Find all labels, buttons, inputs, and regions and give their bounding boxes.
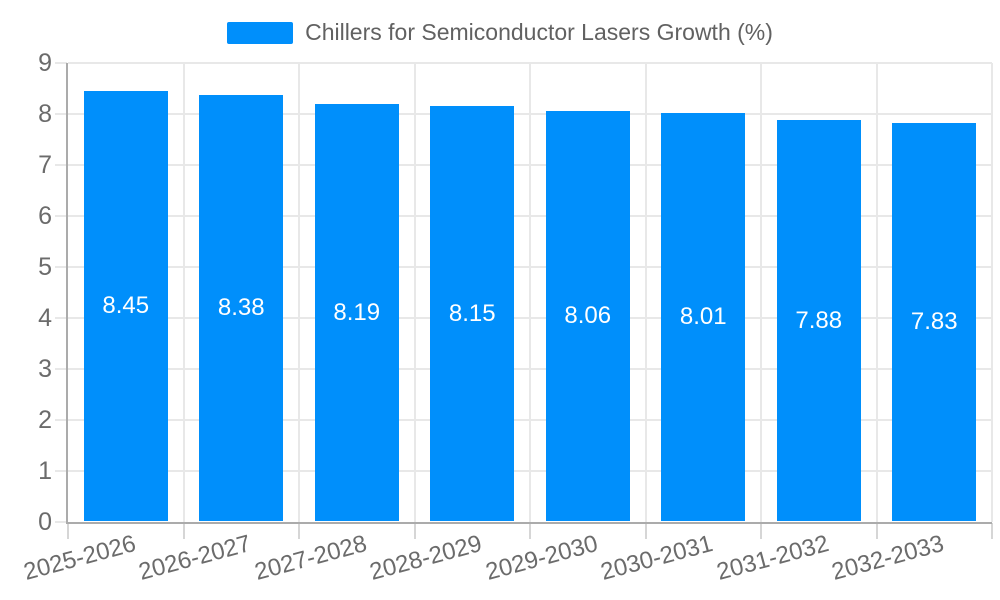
x-axis-tick <box>875 522 878 539</box>
y-axis-label: 7 <box>38 150 52 179</box>
y-axis-tick <box>55 265 67 268</box>
bar-value-label: 8.15 <box>448 299 496 327</box>
x-axis-tick <box>413 522 416 539</box>
x-axis-tick <box>991 522 993 539</box>
x-axis-tick <box>644 522 647 539</box>
bar-value-label: 8.38 <box>217 294 265 322</box>
gridline-vertical <box>298 63 300 522</box>
gridline-vertical <box>991 63 993 522</box>
y-axis-tick <box>55 214 67 217</box>
bar-value-label: 7.83 <box>910 308 958 336</box>
gridline-vertical <box>413 63 416 522</box>
bar[interactable] <box>83 91 168 522</box>
legend[interactable]: Chillers for Semiconductor Lasers Growth… <box>0 19 1000 46</box>
x-axis-label-text: 2025-2026 <box>20 529 139 586</box>
y-axis-line <box>66 63 68 524</box>
y-axis-label: 5 <box>38 252 52 281</box>
bar[interactable] <box>199 94 284 522</box>
gridline-vertical <box>875 63 878 522</box>
x-axis-tick <box>760 522 762 539</box>
gridline-vertical <box>760 63 762 522</box>
bar-value-label: 8.19 <box>333 298 381 326</box>
x-axis-tick <box>529 522 531 539</box>
y-axis-label: 0 <box>38 507 52 536</box>
legend-label: Chillers for Semiconductor Lasers Growth… <box>305 19 773 45</box>
y-axis-tick <box>55 367 67 370</box>
y-axis-tick <box>55 62 67 64</box>
y-axis-tick <box>55 520 67 523</box>
legend-swatch-icon <box>227 21 294 44</box>
y-axis-tick <box>55 163 67 166</box>
y-axis-label: 1 <box>38 456 52 485</box>
y-axis-label: 9 <box>38 49 52 77</box>
x-axis-tick <box>298 522 300 539</box>
bar[interactable] <box>892 122 977 522</box>
y-axis-label: 8 <box>38 99 52 128</box>
y-axis-label: 4 <box>38 303 52 332</box>
y-axis-tick <box>55 316 67 319</box>
bar-value-label: 8.45 <box>102 292 150 320</box>
bar[interactable] <box>661 113 746 522</box>
gridline-vertical <box>529 63 531 522</box>
bar[interactable] <box>430 106 515 522</box>
bar[interactable] <box>776 120 861 522</box>
bar[interactable] <box>545 110 630 522</box>
gridline-vertical <box>644 63 647 522</box>
y-axis-label: 6 <box>38 201 52 230</box>
y-axis-label: 2 <box>38 405 52 434</box>
bar[interactable] <box>314 104 399 522</box>
bar-value-label: 8.01 <box>679 303 727 331</box>
y-axis-tick <box>55 418 67 421</box>
y-axis-tick <box>55 112 67 115</box>
gridline-vertical <box>182 63 185 522</box>
bar-value-label: 7.88 <box>795 306 843 334</box>
bar-value-label: 8.06 <box>564 302 612 330</box>
x-axis-tick <box>67 522 69 539</box>
y-axis-tick <box>55 469 67 472</box>
y-axis-label: 3 <box>38 354 52 383</box>
x-axis-line <box>66 521 992 524</box>
x-axis-tick <box>182 522 185 539</box>
